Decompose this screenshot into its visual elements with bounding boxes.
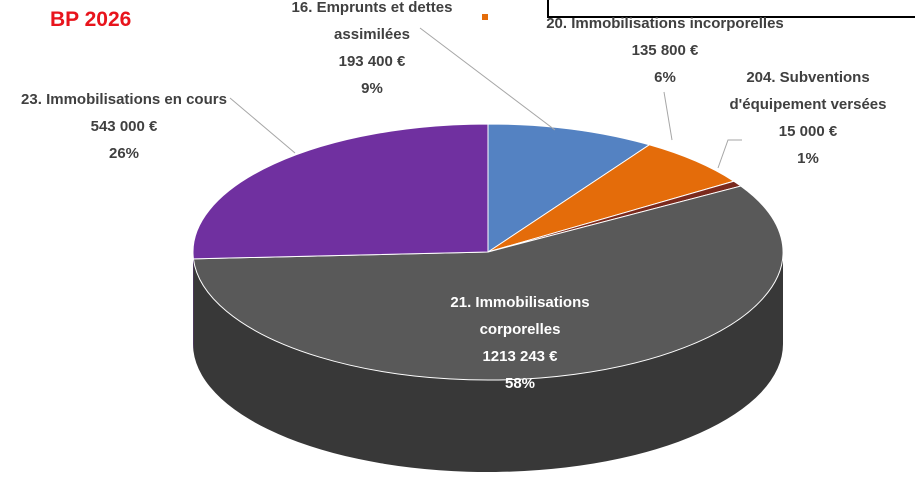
chart-title: BP 2026 xyxy=(50,8,132,31)
slice-label: 20. Immobilisations incorporelles 135 80… xyxy=(510,10,820,91)
leader-line xyxy=(229,97,296,154)
leader-line xyxy=(717,139,742,169)
value-label: 135 800 € xyxy=(631,42,699,59)
slice-label: 21. Immobilisations corporelles 1213 243… xyxy=(430,289,610,397)
legend-marker xyxy=(482,14,488,20)
value-label: 543 000 € xyxy=(90,118,158,135)
slice-side xyxy=(193,252,783,473)
slice xyxy=(487,123,651,253)
slice xyxy=(192,185,784,381)
slice-label: 16. Emprunts et dettes assimilées 193 40… xyxy=(272,0,472,102)
percent-label: 1% xyxy=(797,150,819,167)
slice xyxy=(192,123,489,260)
slice xyxy=(487,144,735,253)
value-label: 1213 243 € xyxy=(482,348,558,365)
percent-label: 58% xyxy=(504,375,536,392)
leader-line xyxy=(419,27,556,131)
cropped-box xyxy=(547,0,915,18)
slice-label: 204. Subventions d'équipement versées 15… xyxy=(718,64,898,172)
value-label: 193 400 € xyxy=(338,53,406,70)
value-label: 15 000 € xyxy=(778,123,838,140)
percent-label: 6% xyxy=(654,69,676,86)
category-label: 21. Immobilisations corporelles xyxy=(450,294,590,338)
slice-label: 23. Immobilisations en cours 543 000 € 2… xyxy=(6,86,242,167)
category-label: 204. Subventions d'équipement versées xyxy=(729,69,887,113)
percent-label: 26% xyxy=(108,145,140,162)
leader-line xyxy=(663,91,673,141)
percent-label: 9% xyxy=(361,80,383,97)
category-label: 20. Immobilisations incorporelles xyxy=(546,15,784,32)
category-label: 23. Immobilisations en cours xyxy=(21,91,227,108)
category-label: 16. Emprunts et dettes assimilées xyxy=(291,0,453,43)
